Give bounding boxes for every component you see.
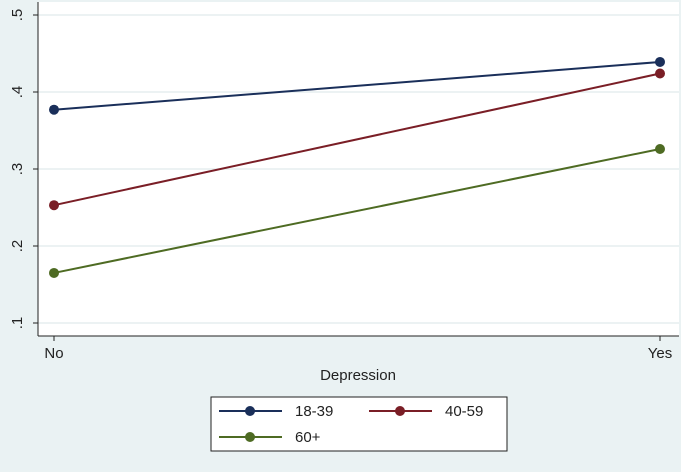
y-tick-label: .4: [9, 86, 26, 99]
legend-box: [210, 396, 508, 452]
series-line-18-39: [53, 60, 661, 111]
data-point-18-39: [655, 56, 665, 67]
legend-label: 40-59: [445, 403, 483, 420]
data-point-40-59: [655, 68, 665, 79]
y-tick-label: .1: [9, 317, 26, 330]
legend-swatch-marker: [245, 432, 255, 442]
legend: 18-39 40-59 60+: [210, 396, 508, 452]
grid-lines: [38, 14, 679, 324]
legend-label: 18-39: [295, 403, 333, 420]
legend-swatch-marker: [245, 406, 255, 416]
data-point-40-59: [49, 200, 59, 211]
x-tick-label: No: [44, 345, 63, 362]
data-point-60+: [655, 143, 665, 154]
series-line-60+: [53, 148, 661, 274]
data-point-18-39: [49, 104, 59, 115]
x-ticks: No Yes: [44, 336, 672, 362]
legend-swatch-marker: [395, 406, 405, 416]
y-tick-label: .5: [9, 9, 26, 22]
y-tick-label: .3: [9, 163, 26, 176]
series-group: [49, 56, 665, 278]
legend-label: 60+: [295, 429, 321, 446]
y-ticks: .1 .2 .3 .4 .5: [9, 9, 38, 330]
data-point-60+: [49, 267, 59, 278]
series-line-40-59: [53, 72, 661, 207]
x-tick-label: Yes: [648, 345, 672, 362]
x-axis-title: Depression: [320, 367, 396, 384]
y-tick-label: .2: [9, 240, 26, 253]
